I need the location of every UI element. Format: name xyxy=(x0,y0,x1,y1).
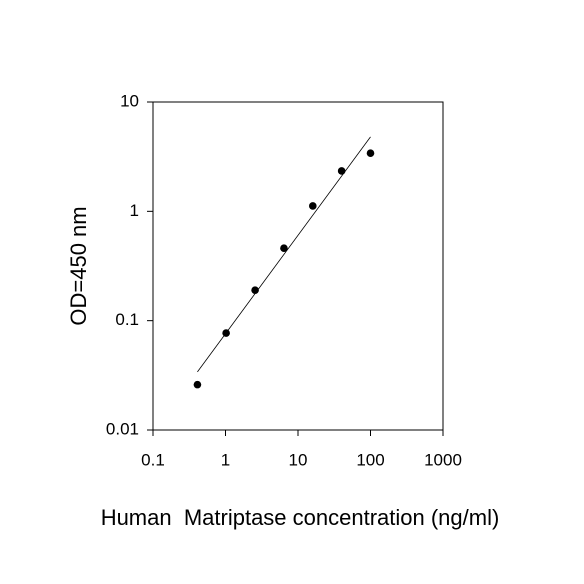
x-tick-label: 0.1 xyxy=(141,450,165,469)
data-point xyxy=(193,380,202,389)
y-tick-label: 0.1 xyxy=(115,310,139,329)
x-tick-label: 100 xyxy=(356,450,384,469)
data-point xyxy=(222,329,230,337)
x-tick-label: 1000 xyxy=(424,450,462,469)
x-tick-label: 10 xyxy=(289,450,308,469)
data-point xyxy=(251,286,259,294)
data-point xyxy=(366,149,375,158)
data-point xyxy=(337,167,346,175)
y-tick-label: 10 xyxy=(120,91,139,110)
x-axis-label: Human Matriptase concentration (ng/ml) xyxy=(101,505,500,530)
y-tick-label: 0.01 xyxy=(106,419,139,438)
data-point xyxy=(308,202,317,210)
data-point xyxy=(280,244,288,253)
plot-frame xyxy=(152,101,444,431)
x-tick-label: 1 xyxy=(221,450,230,469)
y-axis-label: OD=450 nm xyxy=(66,206,91,325)
y-tick-label: 1 xyxy=(130,201,139,220)
